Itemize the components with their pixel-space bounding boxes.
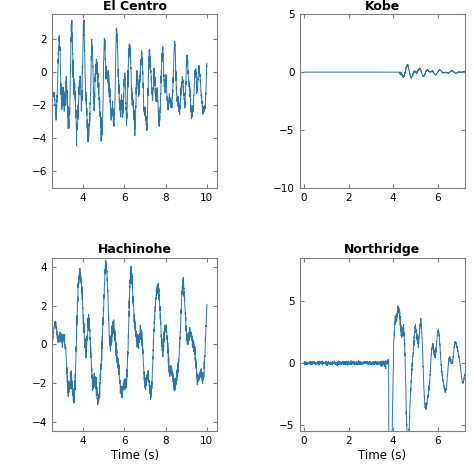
Title: El Centro: El Centro bbox=[102, 0, 167, 13]
X-axis label: Time (s): Time (s) bbox=[110, 449, 159, 462]
Title: Northridge: Northridge bbox=[344, 243, 420, 256]
Title: Kobe: Kobe bbox=[365, 0, 400, 13]
X-axis label: Time (s): Time (s) bbox=[358, 449, 406, 462]
Title: Hachinohe: Hachinohe bbox=[98, 243, 172, 256]
